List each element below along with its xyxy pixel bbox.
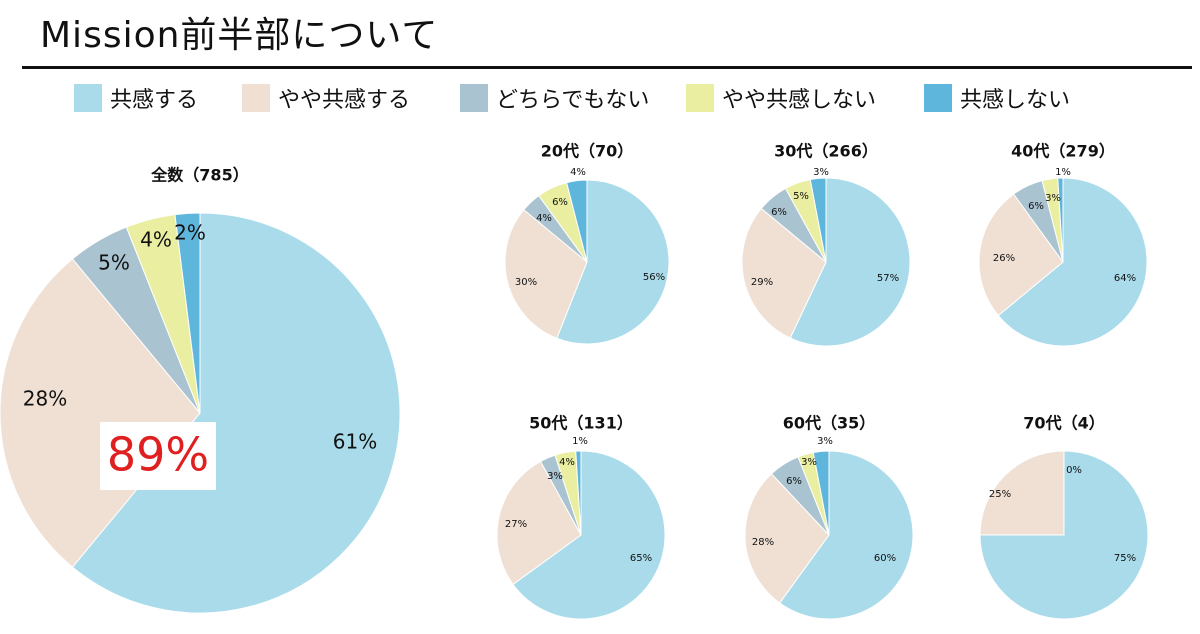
slice-label: 75%	[1114, 553, 1136, 564]
chart-title: 40代（279）	[1011, 142, 1115, 161]
slice-label: 1%	[1055, 167, 1071, 178]
legend-label-neutral: どちらでもない	[496, 88, 650, 113]
slice-label: 3%	[547, 471, 563, 482]
pie-slice	[0, 258, 201, 568]
slice-label: 3%	[801, 457, 817, 468]
slice-label: 6%	[1028, 201, 1044, 212]
slice-label: 4%	[559, 457, 575, 468]
slice-label: 6%	[552, 197, 568, 208]
slice-label: 6%	[786, 476, 802, 487]
slice-label: 5%	[98, 251, 130, 275]
slice-label: 30%	[515, 277, 537, 288]
slice-label: 3%	[1045, 193, 1061, 204]
legend-swatch-somewhat-agree	[242, 84, 270, 112]
highlight-box: 89%	[100, 422, 216, 490]
slice-label: 61%	[333, 430, 377, 454]
chart-title: 全数（785）	[150, 166, 248, 185]
legend-label-somewhat-agree: やや共感する	[278, 88, 411, 113]
pie-chart-3: 64% 26% 6%3% 1% 40代（279）	[978, 142, 1148, 347]
pie-chart-6: 75% 25% 0% 70代（4）	[979, 414, 1149, 620]
legend-swatch-neutral	[460, 84, 488, 112]
legend-item-somewhat-agree: やや共感する	[242, 80, 410, 116]
legend-item-somewhat-disagree: やや共感しない	[686, 80, 876, 116]
slice-label: 56%	[643, 272, 665, 283]
pie-slice	[741, 207, 827, 339]
slice-label: 27%	[505, 519, 527, 530]
pie-slice	[778, 450, 914, 620]
chart-title: 50代（131）	[529, 414, 633, 433]
slice-label: 29%	[751, 277, 773, 288]
slice-label: 4%	[536, 213, 552, 224]
legend-item-agree: 共感する	[74, 80, 198, 116]
pie-slice	[504, 209, 588, 339]
pie-slice	[71, 212, 401, 614]
pie-slice	[979, 450, 1149, 620]
slice-label: 60%	[874, 553, 896, 564]
page-title: Mission前半部について	[40, 15, 439, 56]
pie-chart-4: 65% 27% 3% 4% 1% 50代（131）	[496, 414, 666, 620]
chart-title: 70代（4）	[1023, 414, 1104, 433]
slice-label: 28%	[23, 387, 67, 411]
slice-label: 3%	[817, 436, 833, 447]
pie-slice	[997, 177, 1148, 347]
slice-label: 4%	[140, 228, 172, 252]
pie-slice	[556, 179, 670, 345]
slice-label: 6%	[771, 207, 787, 218]
legend-item-disagree: 共感しない	[924, 80, 1070, 116]
legend-label-disagree: 共感しない	[960, 88, 1071, 113]
slice-label: 2%	[174, 221, 206, 245]
legend-label-agree: 共感する	[110, 88, 199, 113]
slice-label: 64%	[1114, 273, 1136, 284]
slice-label: 1%	[572, 436, 588, 447]
slice-label: 4%	[570, 167, 586, 178]
pie-chart-0: 61% 28% 5% 4% 2% 全数（785）	[0, 166, 401, 614]
legend-swatch-agree	[74, 84, 102, 112]
legend: 共感する やや共感する どちらでもない やや共感しない 共感しない	[0, 80, 1200, 116]
pie-slice	[979, 450, 1065, 536]
pie-slice	[809, 177, 827, 263]
pie-slice	[512, 450, 666, 620]
pie-chart-5: 60% 28% 6% 3%3% 60代（35）	[744, 414, 914, 620]
pie-slice	[789, 177, 911, 347]
pie-slice	[812, 450, 830, 536]
legend-swatch-disagree	[924, 84, 952, 112]
slice-label: 5%	[793, 191, 809, 202]
pie-slice	[978, 193, 1064, 317]
chart-title: 60代（35）	[783, 414, 876, 433]
pie-chart-1: 56%30%4%6%4%20代（70）	[504, 142, 670, 345]
title-divider	[22, 66, 1192, 69]
highlight-background	[100, 422, 216, 490]
slice-label: 26%	[993, 253, 1015, 264]
highlight-value: 89%	[107, 428, 209, 482]
slice-label: 65%	[630, 553, 652, 564]
pie-slice	[566, 179, 588, 263]
slice-label: 0%	[1066, 465, 1082, 476]
pie-slice	[575, 450, 582, 536]
slice-label: 25%	[989, 489, 1011, 500]
pie-slice	[744, 473, 830, 604]
legend-label-somewhat-disagree: やや共感しない	[722, 88, 877, 113]
pie-slice	[496, 460, 582, 586]
pie-slice	[1057, 177, 1064, 263]
chart-title: 20代（70）	[541, 142, 634, 161]
legend-swatch-somewhat-disagree	[686, 84, 714, 112]
legend-item-neutral: どちらでもない	[460, 80, 649, 116]
pie-slice	[174, 212, 201, 414]
slice-label: 28%	[752, 537, 774, 548]
slice-label: 3%	[813, 167, 829, 178]
chart-title: 30代（266）	[774, 142, 878, 161]
pie-chart-2: 57% 29% 6% 5% 3% 30代（266）	[741, 142, 911, 347]
slice-label: 57%	[877, 273, 899, 284]
